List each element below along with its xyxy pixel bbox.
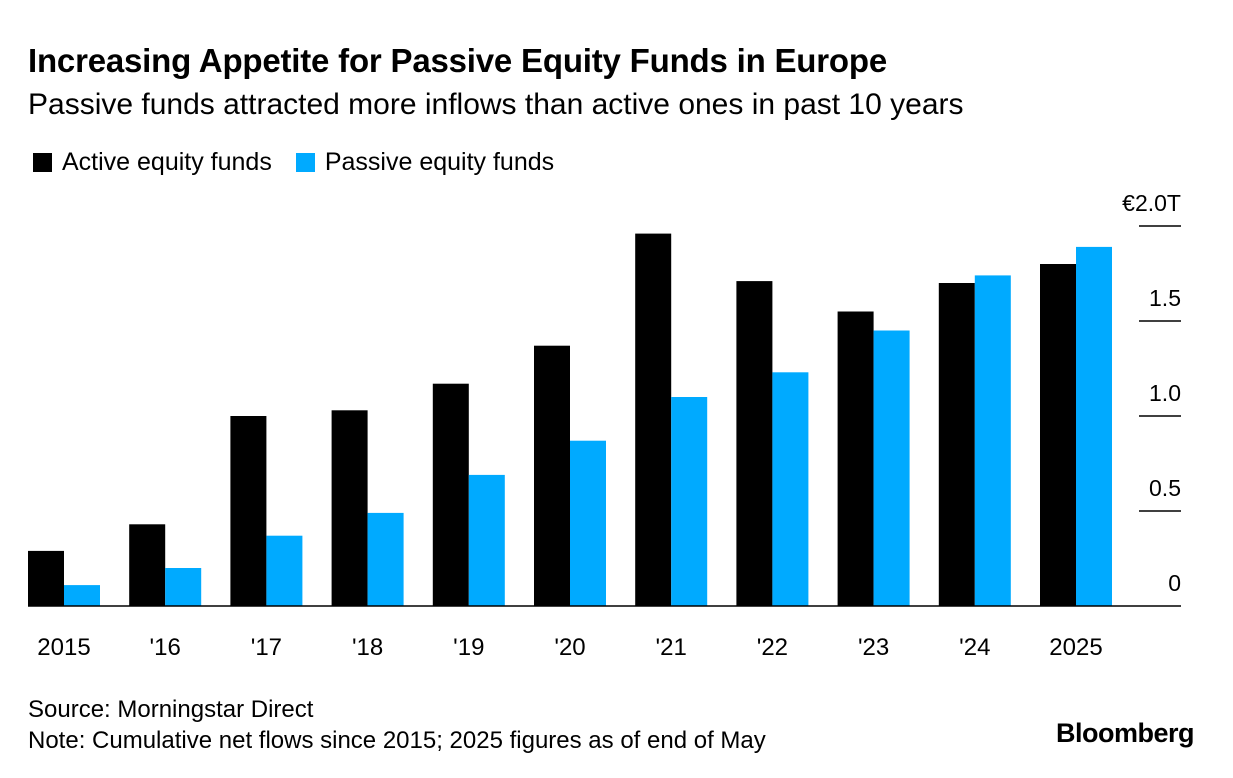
bar-active-7 — [736, 281, 773, 606]
bar-passive-6 — [671, 397, 708, 606]
bar-active-0 — [28, 550, 64, 606]
x-tick-label-3: '18 — [352, 634, 383, 661]
bar-passive-3 — [367, 512, 404, 606]
y-tick-label-1: 0.5 — [1149, 475, 1181, 501]
bar-passive-5 — [570, 440, 606, 606]
legend-label-active: Active equity funds — [62, 148, 272, 176]
chart-subtitle: Passive funds attracted more inflows tha… — [28, 88, 964, 121]
y-tick-label-4: €2.0T — [1122, 190, 1181, 216]
legend-swatch-active — [33, 153, 52, 172]
bar-passive-0 — [64, 585, 100, 606]
bar-active-10 — [1040, 264, 1076, 606]
chart-title: Increasing Appetite for Passive Equity F… — [28, 42, 887, 79]
bar-active-5 — [534, 345, 570, 606]
bar-active-6 — [635, 233, 672, 606]
y-tick-label-2: 1.0 — [1149, 380, 1181, 406]
bar-passive-10 — [1076, 246, 1112, 606]
bar-passive-4 — [468, 474, 505, 606]
bar-active-2 — [230, 416, 267, 606]
y-tick-label-3: 1.5 — [1149, 285, 1181, 311]
legend-item-passive: Passive equity funds — [295, 148, 555, 177]
x-tick-label-7: '22 — [757, 634, 788, 661]
bar-passive-8 — [873, 330, 910, 606]
methodology-note: Note: Cumulative net flows since 2015; 2… — [28, 727, 766, 754]
legend-label-passive: Passive equity funds — [324, 148, 555, 176]
x-tick-label-0: 2015 — [37, 634, 90, 661]
legend-swatch-passive — [295, 153, 315, 172]
bar-active-1 — [129, 524, 166, 606]
legend-item-active: Active equity funds — [33, 148, 272, 177]
bar-active-3 — [331, 410, 368, 606]
x-tick-label-1: '16 — [150, 634, 181, 661]
source-note: Source: Morningstar Direct — [28, 696, 314, 723]
x-tick-label-6: '21 — [656, 634, 687, 661]
bar-passive-9 — [974, 275, 1011, 606]
x-tick-label-5: '20 — [554, 634, 585, 661]
chart-legend: Active equity funds Passive equity funds — [33, 148, 578, 177]
bar-active-9 — [938, 283, 975, 606]
bar-active-4 — [432, 383, 469, 606]
bar-passive-2 — [266, 535, 303, 606]
bar-passive-7 — [772, 372, 809, 606]
bar-active-8 — [837, 311, 874, 606]
x-tick-label-8: '23 — [858, 634, 889, 661]
x-tick-label-2: '17 — [251, 634, 282, 661]
bloomberg-logo: Bloomberg — [1055, 718, 1195, 748]
y-tick-label-0: 0 — [1168, 570, 1181, 596]
x-tick-label-4: '19 — [453, 634, 484, 661]
x-tick-label-9: '24 — [959, 634, 990, 661]
bar-passive-1 — [165, 568, 202, 606]
x-tick-label-10: 2025 — [1049, 634, 1102, 661]
